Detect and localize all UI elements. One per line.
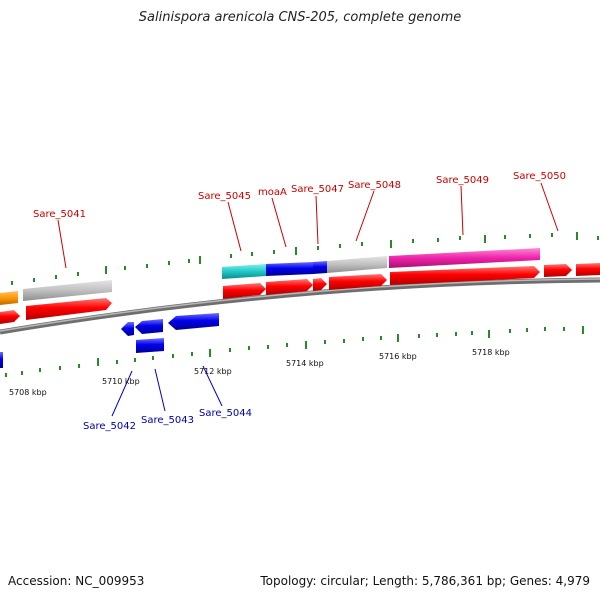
gene-label-sare-5041[interactable]: Sare_5041 (33, 209, 86, 220)
forward-gene-type-row (0, 248, 540, 305)
gene-label-sare-5047[interactable]: Sare_5047 (291, 184, 344, 195)
kbp-label: 5708 kbp (9, 388, 47, 397)
callout-line (460, 185, 464, 236)
reverse-gene-row (0, 313, 219, 368)
cds-arrow[interactable] (390, 266, 540, 285)
genome-title: Salinispora arenicola CNS-205, complete … (138, 10, 462, 25)
reverse-gene-callouts (111, 365, 223, 417)
hypothetical-gene[interactable] (23, 280, 112, 301)
reverse-gene-arrow[interactable] (121, 322, 134, 336)
cds-arrow[interactable] (0, 310, 20, 324)
cds-arrow[interactable] (26, 298, 112, 320)
cyan-gene[interactable] (222, 264, 266, 279)
callout-line (227, 201, 242, 252)
forward-tick-marks (11, 232, 599, 285)
forward-cds-row (0, 263, 600, 324)
orange-gene[interactable] (0, 291, 18, 305)
reverse-gene-arrow[interactable] (135, 319, 163, 334)
reverse-gene-block[interactable] (136, 338, 164, 353)
reverse-gene-fragment[interactable] (0, 352, 3, 368)
cds-arrow[interactable] (544, 264, 572, 277)
callout-line (202, 365, 223, 407)
callout-line (540, 182, 559, 232)
hypothetical-gene[interactable] (327, 256, 387, 273)
kbp-label: 5718 kbp (472, 348, 510, 357)
cds-arrow[interactable] (313, 278, 327, 291)
gene-label-sare-5044[interactable]: Sare_5044 (199, 408, 252, 419)
topology-summary: Topology: circular; Length: 5,786,361 bp… (260, 574, 590, 588)
forward-gene-labels: Sare_5041 Sare_5045 moaA Sare_5047 Sare_… (33, 171, 566, 220)
callout-line (111, 370, 133, 417)
gene-label-sare-5048[interactable]: Sare_5048 (348, 180, 401, 191)
kbp-label: 5712 kbp (194, 367, 232, 376)
gene-label-sare-5042[interactable]: Sare_5042 (83, 421, 136, 432)
accession-text: Accession: NC_009953 (8, 574, 145, 588)
kbp-label: 5714 kbp (286, 359, 324, 368)
gene-label-sare-5043[interactable]: Sare_5043 (141, 415, 194, 426)
moaA-type-block[interactable] (266, 262, 313, 276)
kbp-label: 5716 kbp (379, 352, 417, 361)
kbp-scale-labels: 5708 kbp 5710 kbp 5712 kbp 5714 kbp 5716… (9, 348, 510, 397)
forward-gene-callouts (57, 182, 559, 269)
gene-label-sare-5045[interactable]: Sare_5045 (198, 191, 251, 202)
gene-label-sare-5049[interactable]: Sare_5049 (436, 175, 489, 186)
genome-backbone (0, 277, 600, 335)
cds-arrow[interactable] (266, 279, 313, 295)
reverse-tick-marks (5, 326, 584, 377)
callout-line (355, 190, 375, 242)
reverse-gene-arrow[interactable] (168, 313, 219, 330)
cds-arrow[interactable] (329, 274, 387, 290)
cds-arrow[interactable] (576, 263, 600, 276)
kbp-label: 5710 kbp (102, 377, 140, 386)
sare5047-type-block[interactable] (313, 261, 327, 274)
cds-arrow[interactable] (223, 283, 266, 299)
callout-line (57, 219, 67, 269)
reverse-gene-labels: Sare_5042 Sare_5043 Sare_5044 (83, 408, 252, 432)
callout-line (271, 197, 287, 248)
gene-label-moaA[interactable]: moaA (258, 187, 287, 198)
genome-backbone-highlight (0, 278, 600, 332)
callout-line (315, 195, 319, 245)
callout-line (154, 368, 166, 412)
gene-label-sare-5050[interactable]: Sare_5050 (513, 171, 566, 182)
magenta-gene[interactable] (389, 248, 540, 268)
